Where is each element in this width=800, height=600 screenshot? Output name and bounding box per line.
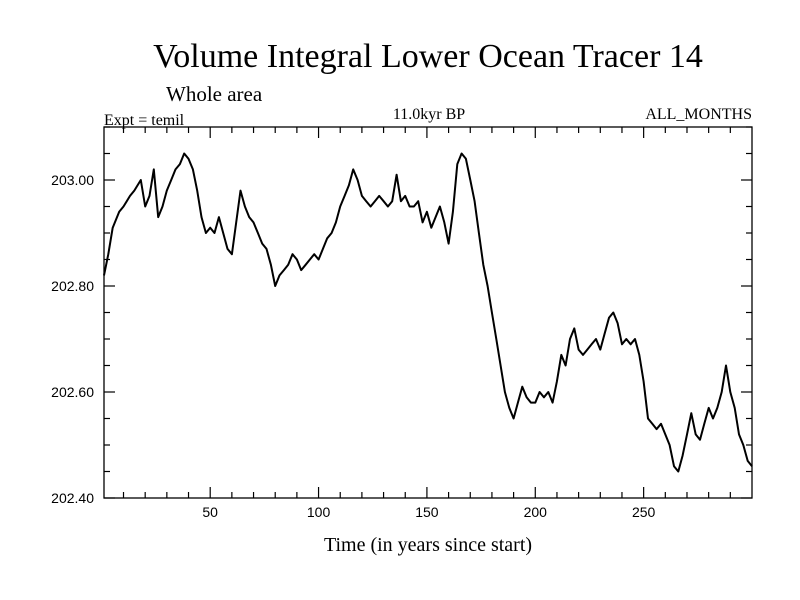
x-axis-label: Time (in years since start)	[324, 534, 532, 556]
x-tick-label: 150	[415, 504, 439, 520]
y-tick-label: 202.40	[51, 490, 94, 506]
months-label: ALL_MONTHS	[645, 106, 752, 123]
series-line	[103, 152, 753, 473]
experiment-label: Expt = temil	[104, 112, 185, 129]
y-tick-label: 202.60	[51, 384, 94, 400]
chart-subtitle: Whole area	[166, 82, 263, 106]
plot-area-frame	[103, 126, 753, 499]
x-tick-label: 100	[307, 504, 331, 520]
x-tick-label: 250	[632, 504, 656, 520]
chart-title: Volume Integral Lower Ocean Tracer 14	[153, 38, 703, 75]
y-tick-label: 203.00	[51, 172, 94, 188]
y-tick-label: 202.80	[51, 278, 94, 294]
x-axis: 50 100 150 200 250	[122, 127, 731, 520]
x-tick-label: 50	[202, 504, 218, 520]
y-axis: 202.40 202.60 202.80 203.00	[51, 126, 752, 506]
x-tick-label: 200	[524, 504, 548, 520]
period-label: 11.0kyr BP	[393, 106, 465, 123]
